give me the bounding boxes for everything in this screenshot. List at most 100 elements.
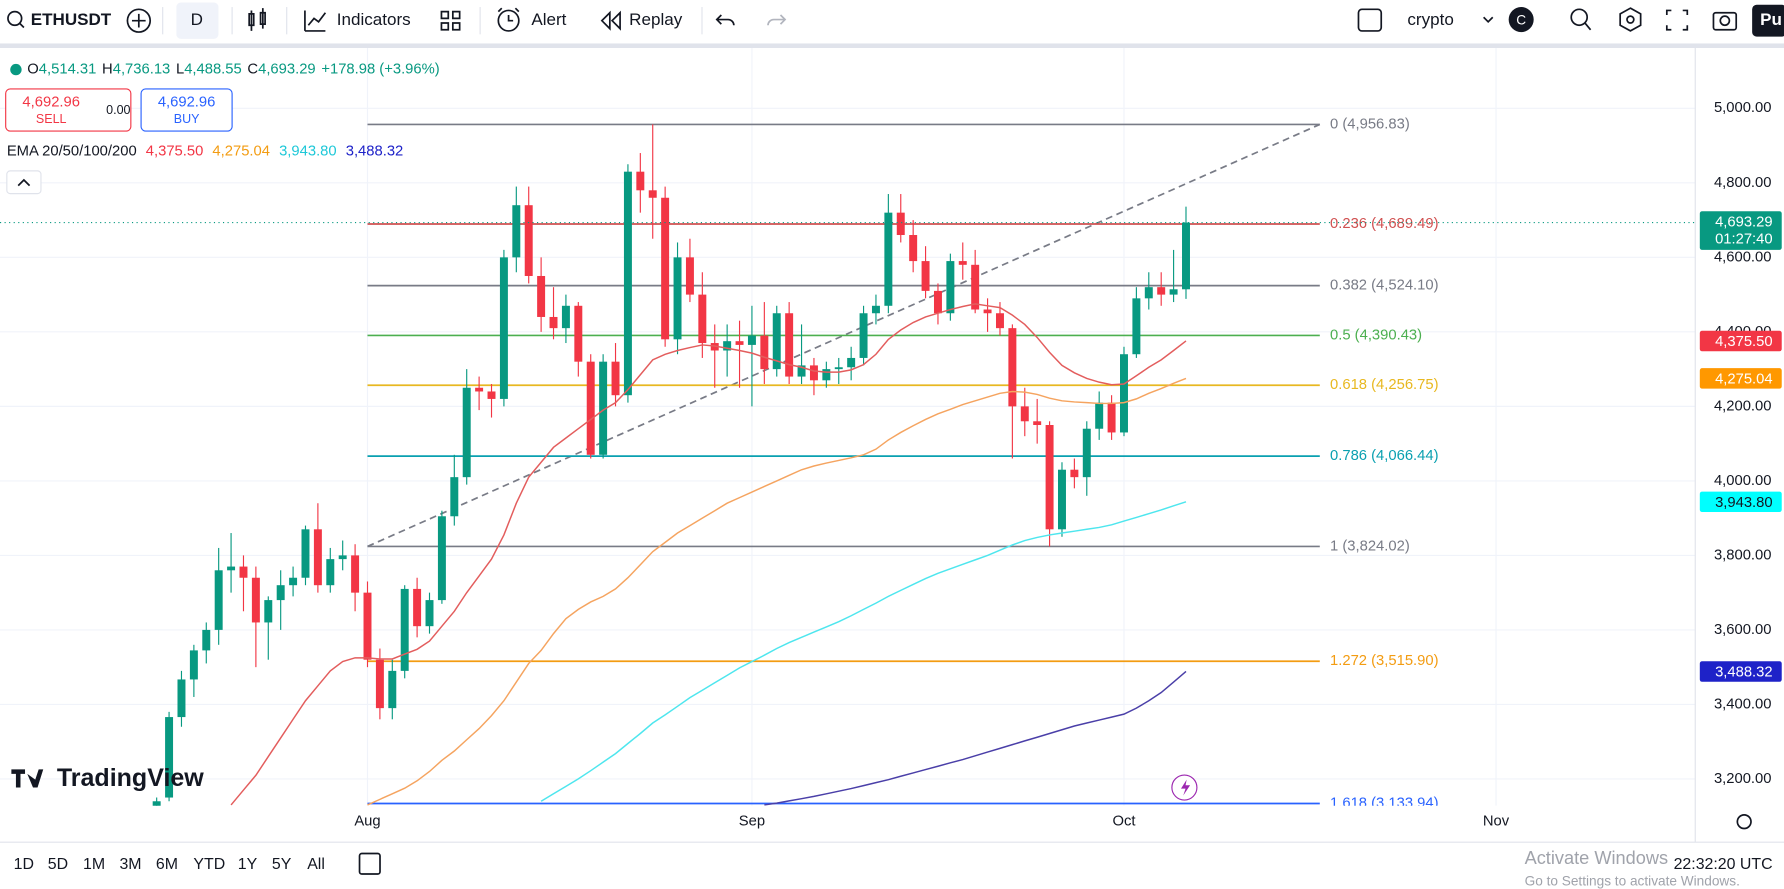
ema-tag-value: 3,943.80	[1715, 495, 1773, 511]
settings-icon[interactable]	[1619, 7, 1642, 32]
replay-button[interactable]: Replay	[629, 10, 683, 29]
quick-search-icon[interactable]	[1570, 8, 1589, 27]
layout-icon[interactable]	[1357, 8, 1383, 32]
candle-body	[462, 387, 471, 478]
add-symbol[interactable]	[126, 8, 152, 33]
fib-label: 0 (4,956.83)	[1330, 116, 1410, 132]
undo-icon[interactable]	[715, 14, 735, 26]
layout-menu[interactable]	[1483, 16, 1494, 24]
candle-body	[338, 555, 347, 560]
candle-body	[1057, 469, 1066, 530]
candle-body	[983, 309, 992, 314]
buy-label[interactable]: BUY	[174, 112, 200, 126]
replay-icon[interactable]	[600, 10, 621, 31]
templates-icon[interactable]	[440, 10, 461, 31]
candle-body	[971, 264, 980, 310]
candle-body	[685, 257, 694, 295]
candle-body	[326, 559, 335, 586]
range-button[interactable]: 1M	[83, 856, 105, 873]
candle-body	[425, 600, 434, 627]
candle-body	[1157, 287, 1166, 295]
axis-settings[interactable]	[1736, 813, 1752, 830]
candle-body	[1070, 469, 1079, 478]
candle-body	[822, 369, 831, 381]
candle-body	[264, 600, 273, 623]
symbol[interactable]: ETHUSDT	[31, 10, 112, 29]
interval[interactable]: D	[191, 10, 203, 29]
candle-body	[487, 391, 496, 399]
layout-name[interactable]: crypto	[1407, 10, 1453, 29]
range-button[interactable]: YTD	[193, 856, 225, 873]
clock: 22:32:20 UTC	[1674, 856, 1773, 873]
range-button[interactable]: 1D	[14, 856, 34, 873]
ema-tag-value: 3,488.32	[1715, 665, 1773, 681]
ema-tag-value: 4,275.04	[1715, 371, 1773, 387]
candle-body	[388, 670, 397, 709]
range-button[interactable]: 3M	[119, 856, 141, 873]
candle-body	[834, 367, 843, 370]
toolbar-border	[0, 43, 1784, 48]
sell-price[interactable]: 4,692.96	[22, 95, 80, 111]
ema-line	[367, 377, 1187, 806]
logo-icon	[11, 769, 44, 788]
ohlc-value: 4,514.31	[39, 62, 97, 78]
alert-button[interactable]: Alert	[531, 10, 566, 29]
candle-body	[1045, 425, 1054, 530]
alert-icon[interactable]	[497, 9, 520, 32]
buy-button[interactable]	[140, 88, 233, 132]
search-icon-handle	[18, 22, 25, 29]
publish-label[interactable]: Pu	[1760, 10, 1782, 29]
candle-body	[177, 679, 186, 718]
fib-label: 0.236 (4,689.49)	[1330, 216, 1438, 232]
range-button[interactable]: 5Y	[272, 856, 292, 873]
candle-body	[413, 588, 422, 627]
sell-label[interactable]: SELL	[36, 112, 67, 126]
chart-type-icon[interactable]	[248, 8, 266, 31]
candle-body	[1020, 406, 1029, 422]
spread: 0.00	[106, 103, 130, 117]
range-button[interactable]: 1Y	[238, 856, 258, 873]
publish-button[interactable]	[1752, 4, 1784, 37]
candle-body	[524, 205, 533, 276]
range-button[interactable]: All	[307, 856, 325, 873]
candle-body	[363, 592, 372, 660]
candle-body	[611, 361, 620, 396]
candle-body	[1132, 298, 1141, 355]
search-icon[interactable]	[7, 10, 23, 27]
fib-label: 1 (3,824.02)	[1330, 538, 1410, 554]
watermark-sub: Go to Settings to activate Windows.	[1525, 874, 1740, 889]
ema-tag	[1699, 330, 1782, 352]
candle-body	[1033, 421, 1042, 426]
ema-tag-value: 4,375.50	[1715, 334, 1773, 350]
indicators-button[interactable]: Indicators	[337, 10, 411, 29]
candle-body	[847, 357, 856, 368]
range-button[interactable]: 5D	[48, 856, 68, 873]
y-tick-label: 3,200.00	[1714, 771, 1772, 787]
sell-button[interactable]	[5, 88, 132, 132]
collapse-legend[interactable]	[6, 170, 42, 195]
candle-body	[747, 335, 756, 345]
candle-body	[1144, 287, 1153, 299]
ohlc-change: +178.98 (+3.96%)	[321, 62, 439, 78]
redo-icon[interactable]	[767, 14, 787, 26]
range-button[interactable]: 6M	[156, 856, 178, 873]
candle-body	[1182, 222, 1190, 290]
ema-tag	[1699, 368, 1782, 389]
fullscreen-icon[interactable]	[1665, 9, 1689, 31]
buy-price[interactable]: 4,692.96	[158, 95, 216, 111]
quick-search-handle	[1584, 22, 1592, 31]
y-tick-label: 4,600.00	[1714, 249, 1772, 265]
fib-label: 0.5 (4,390.43)	[1330, 327, 1422, 343]
candle-body	[623, 171, 632, 396]
x-tick-label: Oct	[1112, 814, 1135, 830]
candle-body	[375, 659, 384, 709]
fib-label: 0.786 (4,066.44)	[1330, 448, 1438, 464]
avatar[interactable]	[1508, 7, 1534, 33]
interval-button[interactable]	[176, 2, 219, 39]
fib-label: 0.618 (4,256.75)	[1330, 377, 1438, 393]
indicators-icon[interactable]	[304, 10, 327, 32]
goto-date-icon[interactable]	[358, 852, 381, 875]
ohlc-value: 4,736.13	[113, 62, 171, 78]
snapshot-icon[interactable]	[1712, 11, 1738, 31]
